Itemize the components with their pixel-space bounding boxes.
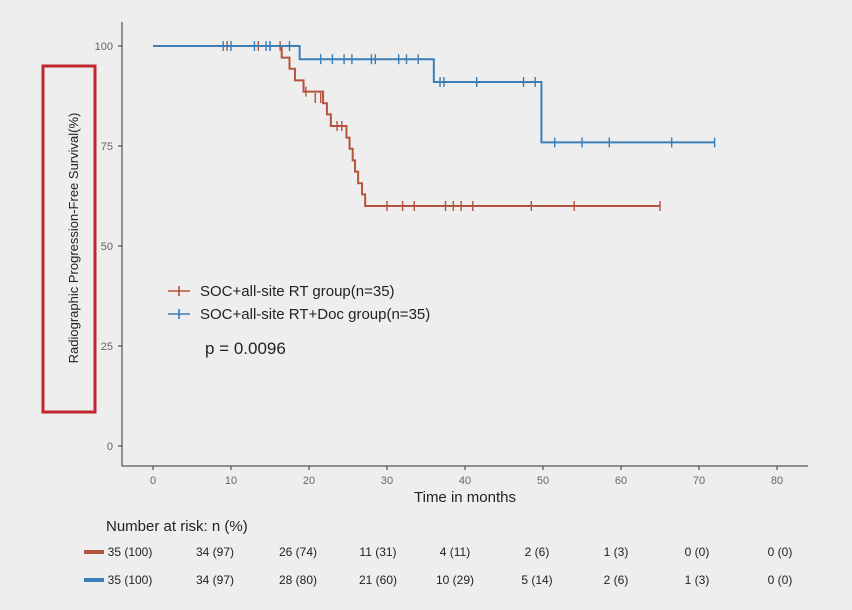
x-tick-label: 40 [459, 475, 471, 487]
risk-cell: 5 (14) [521, 573, 552, 587]
risk-cell: 34 (97) [196, 545, 234, 559]
risk-cell: 4 (11) [440, 545, 470, 559]
risk-cell: 26 (74) [279, 545, 317, 559]
risk-cell: 11 (31) [359, 545, 396, 559]
y-tick-label: 50 [101, 241, 113, 253]
legend: SOC+all-site RT group(n=35) SOC+all-site… [168, 283, 430, 323]
x-tick-label: 60 [615, 475, 627, 487]
risk-cell: 21 (60) [359, 573, 397, 587]
risk-cell: 0 (0) [768, 573, 793, 587]
survival-curves [153, 41, 716, 211]
x-tick-label: 80 [771, 475, 783, 487]
y-axis-title: Radiographic Progression-Free Survival(%… [66, 113, 81, 364]
risk-table: 35 (100) 34 (97) 26 (74) 11 (31) 4 (11) 2 (6)… [84, 545, 792, 587]
risk-cell: 28 (80) [279, 573, 317, 587]
y-tick-label: 100 [95, 41, 113, 53]
x-tick-label: 10 [225, 475, 237, 487]
legend-label-rt-doc: SOC+all-site RT+Doc group(n=35) [200, 306, 430, 323]
x-tick-label: 30 [381, 475, 393, 487]
ylabel-highlight-box [41, 64, 97, 414]
p-value-annotation: p = 0.0096 [205, 339, 286, 358]
risk-cell: 0 (0) [685, 545, 710, 559]
y-ticks: 0 25 50 75 100 [95, 41, 122, 453]
risk-cell: 35 (100) [108, 545, 153, 559]
survival-curve-0 [153, 45, 660, 207]
legend-label-rt: SOC+all-site RT group(n=35) [200, 283, 395, 300]
x-ticks: 0 10 20 30 40 50 60 70 80 [150, 466, 783, 487]
y-tick-label: 25 [101, 341, 113, 353]
risk-cell: 2 (6) [525, 545, 550, 559]
x-tick-label: 20 [303, 475, 315, 487]
x-tick-label: 50 [537, 475, 549, 487]
risk-cell: 0 (0) [768, 545, 793, 559]
risk-cell: 10 (29) [436, 573, 474, 587]
risk-table-title: Number at risk: n (%) [106, 518, 248, 535]
y-tick-label: 75 [101, 141, 113, 153]
survival-curve-1 [153, 45, 715, 144]
y-tick-label: 0 [107, 441, 113, 453]
x-tick-label: 0 [150, 475, 156, 487]
x-axis-title: Time in months [414, 489, 516, 506]
risk-cell: 35 (100) [108, 573, 153, 587]
risk-cell: 1 (3) [685, 573, 710, 587]
risk-cell: 1 (3) [604, 545, 629, 559]
risk-cell: 2 (6) [604, 573, 629, 587]
risk-cell: 34 (97) [196, 573, 234, 587]
x-tick-label: 70 [693, 475, 705, 487]
